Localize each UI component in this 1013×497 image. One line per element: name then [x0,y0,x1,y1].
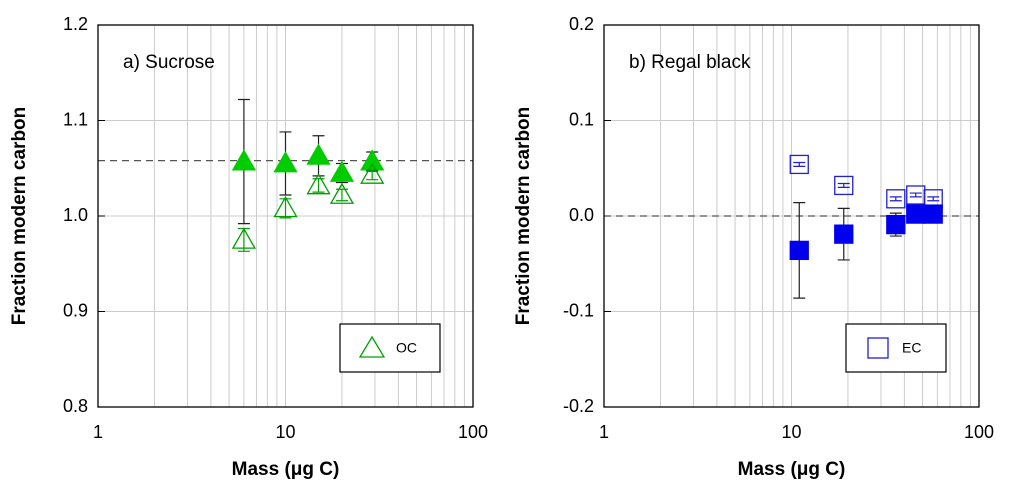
x-tick-label: 100 [458,422,488,442]
legend-box [339,323,441,373]
error-bar [927,196,940,202]
error-bar [837,182,850,188]
x-tick-label: 1 [93,422,103,442]
legend-marker [358,335,386,358]
x-axis-label: Mass (μg C) [232,459,340,480]
y-tick-label: 1.0 [63,205,88,225]
x-tick-label: 10 [781,422,801,442]
legend-label: EC [902,340,921,356]
error-bar [279,198,292,219]
marker [329,160,355,182]
y-tick-label: -0.1 [563,300,594,320]
marker [306,173,331,195]
x-tick-label: 100 [964,422,994,442]
marker [789,240,809,261]
y-tick-label: 0.9 [63,300,88,320]
y-axis-label: Fraction modern carbon [513,107,534,326]
y-tick-label: -0.2 [563,396,594,416]
marker [306,143,331,165]
marker [329,182,355,204]
y-tick-label: 0.2 [569,14,594,34]
y-tick-label: 1.1 [63,109,88,129]
y-tick-label: 0.0 [569,205,594,225]
marker [923,204,943,224]
marker [906,204,926,224]
marker [360,162,385,184]
error-bar [909,192,922,198]
error-bar [793,161,806,167]
x-axis-label: Mass (μg C) [738,459,846,480]
legend-box [845,323,947,373]
marker [886,189,906,209]
error-bar [312,178,325,193]
marker [834,224,854,244]
marker [273,196,298,218]
annotation: b) Regal black [629,52,751,73]
annotation: a) Sucrose [123,52,215,73]
marker [789,154,809,175]
y-tick-label: 0.1 [569,109,594,129]
marker [886,214,906,235]
error-bar [335,188,348,202]
x-tick-label: 10 [275,422,295,442]
error-bar [889,196,902,202]
plot-frame [97,24,474,408]
y-tick-label: 1.2 [63,14,88,34]
marker [231,227,257,249]
marker [834,175,854,196]
marker [231,149,257,171]
legend-marker [867,337,889,359]
x-tick-label: 1 [599,422,609,442]
y-axis-label: Fraction modern carbon [9,107,30,326]
legend-label: OC [396,340,417,356]
y-tick-label: 0.8 [63,396,88,416]
marker [273,151,298,173]
plot-frame [603,24,980,408]
